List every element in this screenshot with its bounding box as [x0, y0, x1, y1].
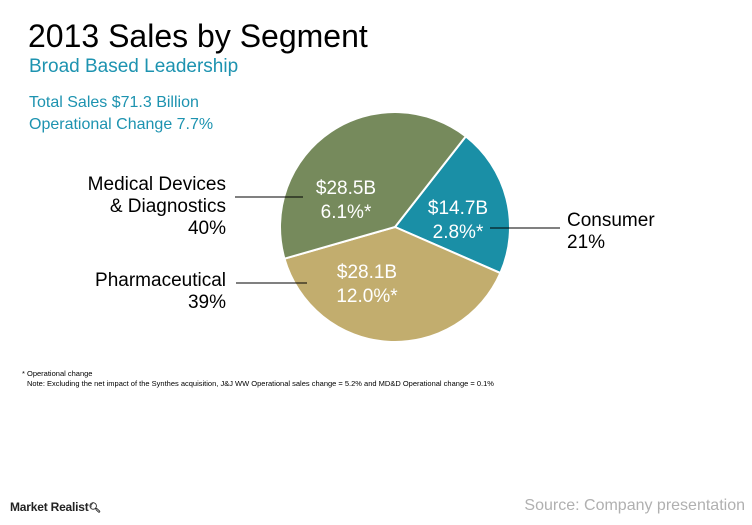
chart-title: 2013 Sales by Segment: [28, 18, 368, 54]
slice-value-label: $14.7B: [428, 198, 488, 219]
segment-name-line: Pharmaceutical: [95, 270, 226, 291]
note-text: Note: Excluding the net impact of the Sy…: [27, 379, 494, 388]
segment-name-line: & Diagnostics: [109, 196, 226, 217]
segment-label-consumer: Consumer 21%: [567, 210, 655, 254]
slice-change-label: 6.1%*: [321, 202, 372, 223]
segment-share: 21%: [567, 232, 606, 253]
slice-change-label: 12.0%*: [336, 286, 398, 307]
operational-change-text: Operational Change 7.7%: [29, 116, 214, 133]
segment-share: 40%: [187, 218, 226, 239]
slice-labels: $28.5B 6.1%* $14.7B 2.8%* $28.1B 12.0%*: [316, 178, 488, 307]
chart-subtitle: Broad Based Leadership: [29, 56, 239, 77]
segment-share: 39%: [187, 292, 226, 313]
pie-slices: [279, 111, 511, 343]
brand-name: Market Realist: [10, 500, 89, 514]
segment-label-pharmaceutical: Pharmaceutical 39%: [95, 270, 226, 314]
slice-value-label: $28.1B: [337, 262, 397, 283]
slice-change-label: 2.8%*: [433, 222, 484, 243]
total-sales-text: Total Sales $71.3 Billion: [29, 94, 199, 111]
footnote-text: * Operational change: [22, 369, 93, 378]
segment-name-line: Medical Devices: [87, 174, 226, 195]
pie-slice-pharmaceutical: [283, 225, 502, 343]
leader-lines: [235, 196, 560, 284]
brand-logo: Market Realist🔍︎: [10, 500, 101, 514]
magnifier-icon: 🔍︎: [88, 503, 102, 514]
source-text: Source: Company presentation: [524, 497, 745, 514]
pie-slice-medical-devices: [279, 111, 468, 260]
segment-name-line: Consumer: [567, 210, 655, 231]
slice-value-label: $28.5B: [316, 178, 376, 199]
segment-label-medical-devices: Medical Devices & Diagnostics 40%: [88, 174, 226, 240]
